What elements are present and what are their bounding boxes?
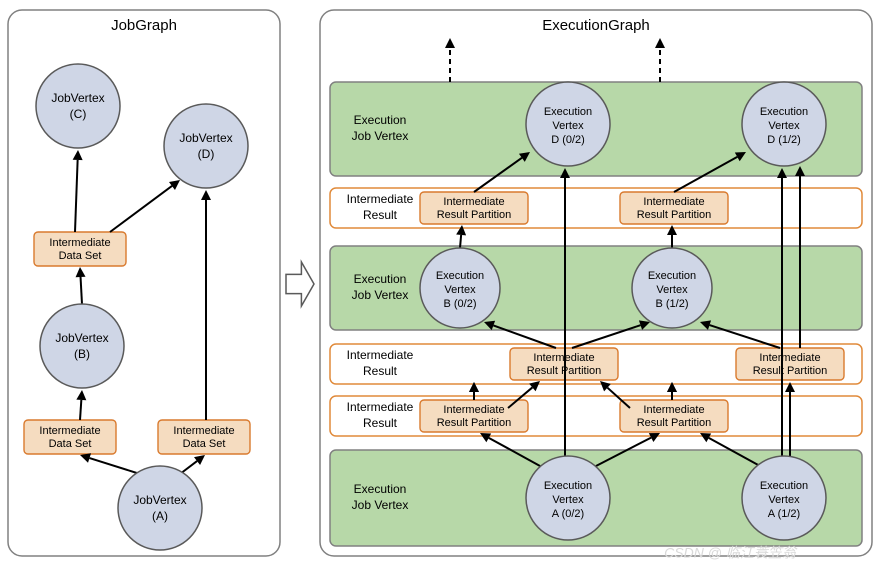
svg-text:Execution: Execution	[544, 106, 592, 118]
svg-text:(D): (D)	[198, 147, 215, 161]
jobvertex-node	[164, 104, 248, 188]
transform-arrow	[286, 262, 314, 306]
svg-text:(A): (A)	[152, 509, 168, 523]
svg-text:Intermediate: Intermediate	[347, 400, 414, 414]
svg-text:(B): (B)	[74, 347, 90, 361]
jobvertex-node	[36, 64, 120, 148]
svg-text:JobVertex: JobVertex	[55, 331, 108, 345]
svg-text:Intermediate: Intermediate	[347, 192, 414, 206]
svg-text:Execution: Execution	[648, 270, 696, 282]
svg-text:(C): (C)	[70, 107, 87, 121]
svg-text:Execution: Execution	[354, 272, 407, 286]
svg-text:Intermediate: Intermediate	[643, 196, 704, 208]
svg-text:Intermediate: Intermediate	[39, 425, 100, 437]
svg-text:Intermediate: Intermediate	[443, 404, 504, 416]
svg-text:D (1/2): D (1/2)	[767, 134, 801, 146]
svg-text:Result: Result	[363, 364, 398, 378]
svg-text:B (0/2): B (0/2)	[443, 298, 476, 310]
svg-text:JobVertex: JobVertex	[179, 131, 232, 145]
svg-text:Result Partition: Result Partition	[637, 417, 712, 429]
svg-text:B (1/2): B (1/2)	[655, 298, 688, 310]
svg-text:Execution: Execution	[544, 480, 592, 492]
svg-text:JobGraph: JobGraph	[111, 17, 177, 34]
svg-text:Execution: Execution	[760, 480, 808, 492]
watermark-text: CSDN @ 临江蓑笠翁	[664, 545, 798, 561]
svg-text:Data Set: Data Set	[49, 438, 92, 450]
diagram-canvas: JobGraphIntermediateData SetIntermediate…	[0, 0, 880, 568]
svg-text:Result Partition: Result Partition	[637, 209, 712, 221]
svg-text:Execution: Execution	[436, 270, 484, 282]
svg-text:Execution: Execution	[760, 106, 808, 118]
svg-text:Job Vertex: Job Vertex	[352, 498, 409, 512]
jobvertex-node	[118, 466, 202, 550]
svg-text:Result Partition: Result Partition	[437, 417, 512, 429]
svg-text:Job Vertex: Job Vertex	[352, 129, 409, 143]
svg-text:Intermediate: Intermediate	[643, 404, 704, 416]
svg-text:Intermediate: Intermediate	[443, 196, 504, 208]
svg-text:Data Set: Data Set	[183, 438, 226, 450]
svg-text:Job Vertex: Job Vertex	[352, 288, 409, 302]
svg-text:JobVertex: JobVertex	[51, 91, 104, 105]
svg-text:D (0/2): D (0/2)	[551, 134, 585, 146]
jobvertex-node	[40, 304, 124, 388]
svg-text:Result: Result	[363, 416, 398, 430]
svg-text:Result Partition: Result Partition	[753, 365, 828, 377]
svg-text:Vertex: Vertex	[552, 494, 584, 506]
svg-text:Vertex: Vertex	[768, 494, 800, 506]
svg-text:JobVertex: JobVertex	[133, 493, 186, 507]
svg-text:Intermediate: Intermediate	[759, 352, 820, 364]
svg-text:Result Partition: Result Partition	[437, 209, 512, 221]
svg-text:Execution: Execution	[354, 113, 407, 127]
svg-text:Intermediate: Intermediate	[173, 425, 234, 437]
svg-text:Intermediate: Intermediate	[49, 237, 110, 249]
svg-text:Intermediate: Intermediate	[347, 348, 414, 362]
svg-text:Result: Result	[363, 208, 398, 222]
svg-text:A (0/2): A (0/2)	[552, 508, 584, 520]
svg-text:Data Set: Data Set	[59, 250, 102, 262]
svg-text:Vertex: Vertex	[444, 284, 476, 296]
svg-text:Vertex: Vertex	[768, 120, 800, 132]
svg-text:A (1/2): A (1/2)	[768, 508, 800, 520]
svg-text:Vertex: Vertex	[656, 284, 688, 296]
svg-text:Execution: Execution	[354, 482, 407, 496]
svg-text:ExecutionGraph: ExecutionGraph	[542, 17, 650, 34]
svg-text:Vertex: Vertex	[552, 120, 584, 132]
